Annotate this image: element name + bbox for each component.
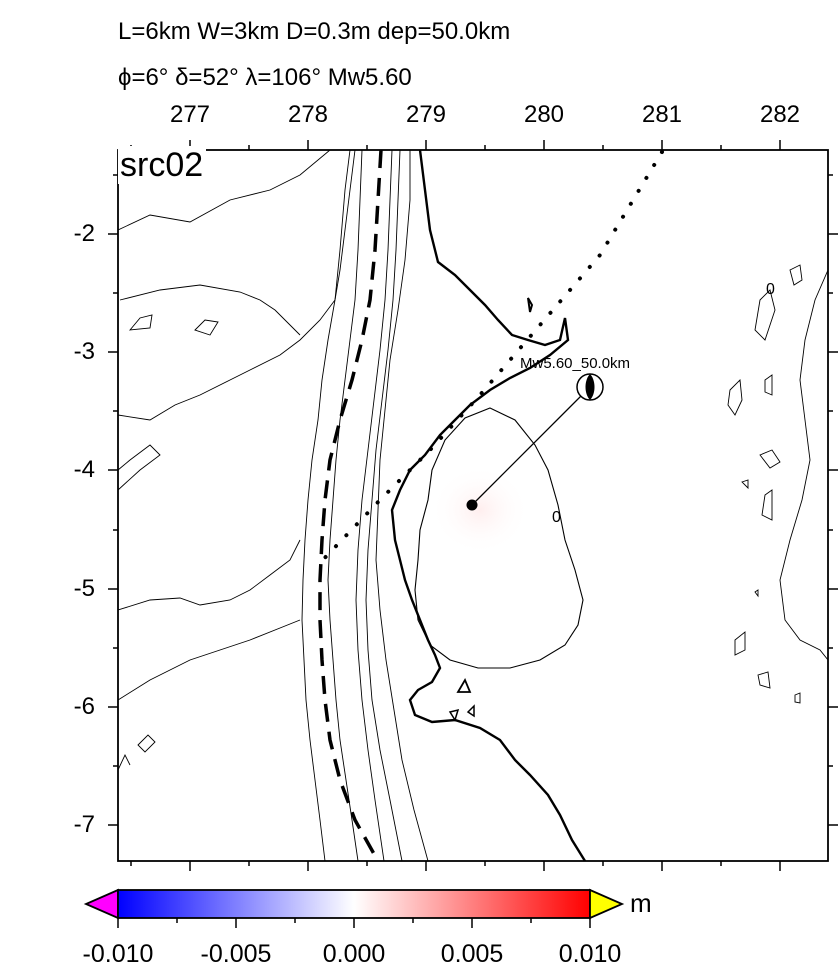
bathymetry-contour	[118, 150, 356, 421]
title-line-2: ϕ=6° δ=52° λ=106° Mw5.60	[118, 64, 412, 91]
y-tick-label: -6	[73, 693, 95, 720]
epicenter-marker	[466, 499, 478, 511]
bathymetry-contour	[118, 619, 301, 701]
y-ticks	[108, 174, 838, 826]
bathymetry-contour	[761, 489, 773, 521]
bathymetry-contour	[789, 264, 803, 286]
bathymetry-contour	[365, 150, 403, 861]
bathymetry-contour	[327, 150, 363, 861]
x-tick-label: 279	[405, 101, 447, 128]
island-contour	[448, 708, 460, 722]
x-ticks	[130, 140, 781, 871]
bathymetry-contour	[118, 150, 331, 231]
colorbar-tick-label: 0.005	[440, 940, 504, 968]
bathymetry-contour	[754, 589, 759, 598]
title-line-1: L=6km W=3km D=0.3m dep=50.0km	[118, 18, 511, 45]
colorbar-gradient	[117, 889, 591, 919]
x-tick-label: 277	[169, 101, 211, 128]
map-frame	[117, 149, 829, 862]
bathymetry-contour	[118, 539, 301, 611]
y-tick-label: -5	[73, 575, 95, 602]
coastline-contour	[390, 150, 587, 861]
colorbar-overflow	[589, 888, 625, 920]
panel-label: src02	[118, 146, 207, 184]
bathymetry-contour	[194, 319, 219, 336]
bathymetry-contour	[128, 314, 153, 331]
bathymetry-contour	[794, 692, 801, 704]
bathymetry-contour	[754, 289, 776, 341]
coastline-contour	[527, 297, 534, 313]
colorbar-tick-label: -0.010	[82, 940, 154, 968]
y-tick-label: -3	[73, 338, 95, 365]
x-tick-label: 280	[523, 101, 565, 128]
beachball-link	[471, 386, 591, 506]
deformation-zero-contour	[414, 407, 584, 669]
bathymetry-contour	[741, 479, 749, 490]
bathymetry-contour	[779, 269, 828, 661]
bathymetry-contour	[118, 444, 161, 491]
bathymetry-contour	[734, 631, 746, 656]
x-tick-label: 282	[759, 101, 801, 128]
y-tick-label: -4	[73, 456, 95, 483]
bathymetry-contour	[375, 150, 429, 861]
colorbar	[83, 888, 625, 928]
bathymetry-contour	[759, 449, 781, 469]
colorbar-underflow	[83, 888, 119, 920]
profile-line	[316, 150, 664, 567]
epicenter-label: Mw5.60_50.0km	[520, 355, 630, 372]
colorbar-unit: m	[630, 888, 652, 918]
y-tick-label: -7	[73, 811, 95, 838]
island-contour	[456, 677, 472, 693]
island-contour	[466, 704, 475, 718]
beachball-icon	[576, 373, 604, 401]
colorbar-tick-label: 0.010	[558, 940, 622, 968]
bathymetry-contour	[727, 379, 743, 416]
trench-line	[318, 150, 383, 861]
colorbar-tick-label: 0.000	[322, 940, 386, 968]
bathymetry-contour	[119, 284, 301, 336]
bathymetry-contour	[137, 734, 156, 753]
x-tick-label: 278	[287, 101, 329, 128]
bathymetry-contour	[355, 150, 393, 861]
colorbar-tick-label: -0.005	[200, 940, 272, 968]
x-tick-label: 281	[641, 101, 683, 128]
bathymetry-contour	[301, 150, 351, 861]
bathymetry-contour	[757, 671, 771, 689]
contour-label: 0	[552, 509, 561, 526]
y-tick-label: -2	[73, 220, 95, 247]
deformation-shade	[430, 465, 530, 555]
contour-label: 0	[766, 281, 775, 298]
bathymetry-contour	[764, 374, 773, 396]
bathymetry-contour	[118, 753, 131, 771]
